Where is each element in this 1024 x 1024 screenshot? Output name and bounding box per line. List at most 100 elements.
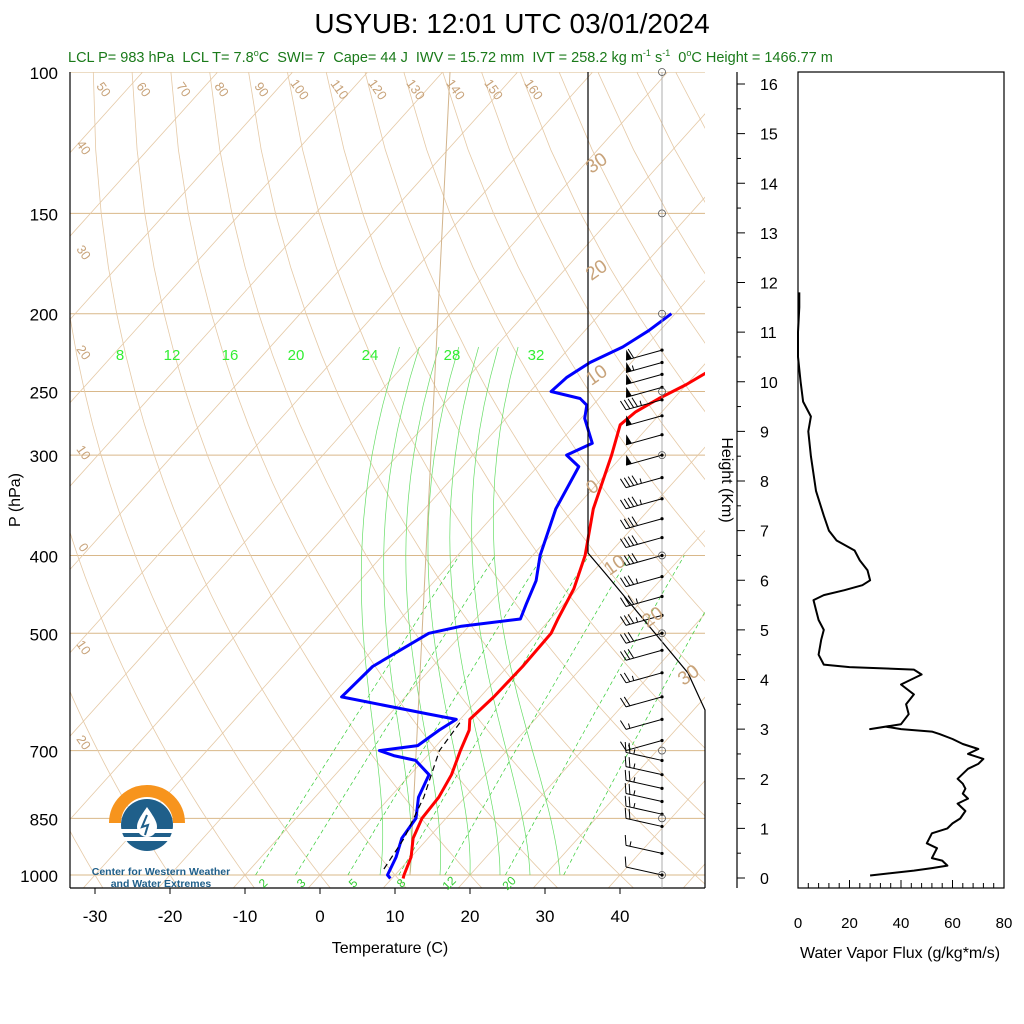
wind-barb-staff [625,866,663,876]
right-axis-label: 30 [674,661,703,690]
pressure-tick-label: 250 [30,384,58,403]
wind-barb-line [620,634,627,644]
mixing-ratio-label: 16 [222,347,239,364]
wind-barb-staff [625,817,663,827]
wind-barb-flag [626,386,632,398]
wind-barb-staff [625,434,663,446]
wind-barb-dot [660,695,664,699]
wind-barb-staff [625,518,663,530]
logo-caption: Center for Western Weather and Water Ext… [86,866,236,890]
dry-adiabat-label: 10 [73,637,94,657]
wind-barb-line [623,576,631,586]
wind-barb-line [627,575,635,585]
height-tick-label: 3 [760,722,769,739]
dry-adiabat-label: 20 [73,732,94,752]
wind-barb-line [627,595,635,605]
wind-barb-line [620,538,627,548]
temperature-tick-label: 40 [611,907,630,926]
height-tick-label: 10 [760,375,778,392]
wind-barb-line [623,596,631,606]
wind-barb-half [631,365,635,371]
height-tick-label: 2 [760,772,769,789]
logo-line-1: Center for Western Weather [91,866,231,878]
dry-adiabat-line [131,72,483,888]
lcl-pressure: LCL P= 983 hPa [68,49,175,66]
wind-barb-half [635,598,639,604]
dry-adiabat-label: 100 [287,76,312,102]
wind-barb-dot [660,372,664,376]
wind-barb [624,741,664,763]
wind-barb [620,516,664,530]
wind-barb-flag [626,349,632,361]
isotherm-line [82,196,705,888]
dry-adiabat-label: 80 [211,79,232,99]
wind-barb-line [627,632,635,642]
dry-adiabat-label: 140 [443,76,468,102]
isotherm-line [70,72,668,737]
temperature-tick-label: -20 [158,907,183,926]
staff-circle [658,629,666,638]
pressure-tick-label: 500 [30,625,58,644]
dry-adiabat-label: 120 [365,76,390,102]
temperature-tick-label: 0 [315,907,324,926]
staff-circle [658,209,666,218]
wind-barb [624,756,664,777]
height-tick-label: 14 [760,176,778,193]
wind-barb-line [623,555,631,565]
dry-adiabat-line [70,531,255,888]
wind-barb [620,671,664,684]
wind-barb-dot [660,851,664,856]
wind-barb [620,535,664,549]
height-tick-label: 0 [760,871,769,888]
wind-barb-dot [660,873,664,877]
wind-barb [620,738,664,751]
height-axis-label: Height (Km) [718,437,735,522]
wind-barb [620,648,664,661]
wind-barb-line [623,672,631,682]
flux-tick-label: 80 [996,915,1013,932]
dry-adiabat-label: 160 [521,76,546,102]
wind-barb-line [623,650,631,660]
wind-barb-line [623,498,631,508]
wind-barb-staff [625,751,663,761]
wind-barb-staff [625,576,663,588]
temperature-tick-label: -30 [83,907,108,926]
chart-title: USYUB: 12:01 UTC 03/01/2024 [314,8,710,39]
wind-barb-dot [660,671,664,675]
wind-barb-line [624,741,627,753]
wind-barb-line [620,741,627,751]
zero-height: C Height = 1466.77 m [691,49,833,66]
pressure-tick-label: 1000 [20,867,58,886]
wind-barb-line [627,614,635,624]
wind-barb-line [620,697,627,708]
wind-barb-flag [626,373,632,385]
dry-adiabat-line [170,72,559,888]
isotherm-line [457,613,705,888]
height-tick-label: 4 [760,673,769,690]
temperature-axis-label: Temperature (C) [332,940,448,957]
wind-barb-staff [625,498,663,510]
wind-barb-dot [660,398,664,402]
wind-barb-line [627,497,635,507]
wind-barb-line [620,720,627,730]
staff-circle [658,814,666,823]
staff-circle [658,387,666,396]
wind-barb-line [627,476,635,486]
wind-barb [624,807,664,829]
wind-barb-flag [626,415,632,426]
staff-circle [658,451,666,460]
wind-barb-line [628,742,631,754]
dry-adiabat-line [753,72,1024,892]
plot-boundary-line [587,72,706,888]
wind-barb [620,695,664,708]
pressure-tick-label: 400 [30,547,58,566]
wind-barb-staff [625,805,663,815]
swi: SWI= 7 [277,49,326,66]
wind-barb-dot [660,497,664,501]
wind-barb-half [635,617,639,623]
mixing-ratio-line [255,555,460,876]
ivt-exp-1: -1 [642,48,651,58]
right-axis-label: 30 [582,149,611,178]
isotherm-line [70,72,368,404]
height-tick-label: 7 [760,524,769,541]
